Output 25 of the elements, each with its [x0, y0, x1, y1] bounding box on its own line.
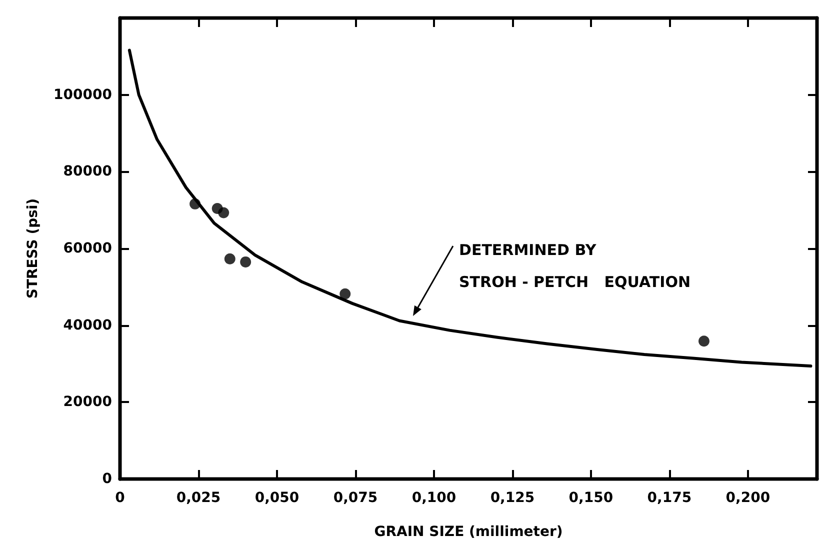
- x-tick-label: 0,125: [490, 490, 535, 506]
- y-tick-label: 20000: [63, 394, 112, 410]
- point: [340, 288, 351, 300]
- line-series: [128, 48, 812, 368]
- x-tick-label: 0: [115, 490, 126, 506]
- y-tick-label: 0: [102, 471, 112, 487]
- x-tick-label: 0,025: [176, 490, 221, 506]
- x-tick-label: 0,100: [412, 490, 456, 506]
- annotation: DETERMINED BY STROH - PETCH EQUATION: [459, 241, 691, 291]
- x-tick-label: 0,175: [647, 490, 692, 506]
- x-tick-label: 0,150: [568, 490, 614, 506]
- y-tick-label: 40000: [63, 317, 112, 334]
- y-axis-title: STRESS (psi): [25, 198, 41, 299]
- point: [240, 256, 252, 268]
- y-tick-label: 100000: [54, 86, 112, 103]
- x-tick-label: 0,075: [333, 490, 378, 506]
- x-tick-label: 0,050: [254, 490, 300, 506]
- point: [190, 198, 201, 210]
- x-axis-title: GRAIN SIZE (millimeter): [374, 524, 563, 540]
- point: [698, 336, 710, 347]
- point: [218, 207, 230, 218]
- y-tick-label: 60000: [63, 240, 112, 256]
- y-tick-label: 80000: [63, 164, 112, 180]
- point: [224, 253, 236, 264]
- x-tick-label: 0,200: [726, 490, 770, 506]
